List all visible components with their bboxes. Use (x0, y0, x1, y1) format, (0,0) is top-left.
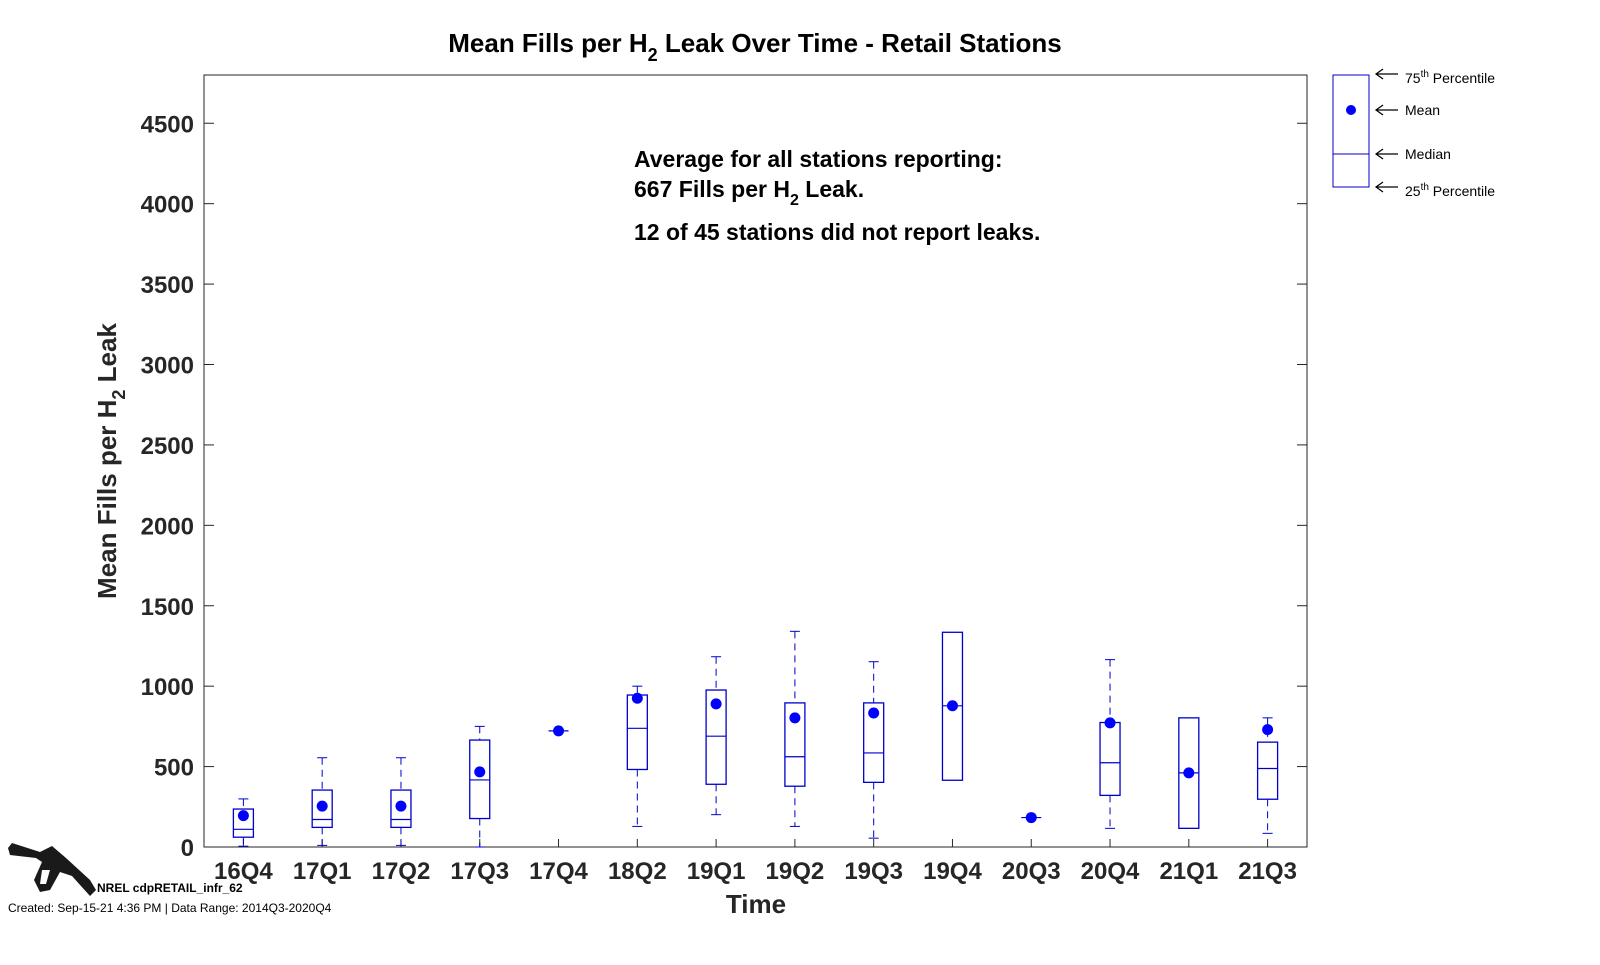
box-iqr (390, 789, 412, 829)
y-tick-label: 0 (181, 835, 194, 862)
x-tick-label: 17Q2 (372, 858, 431, 885)
legend-mean-marker (1346, 105, 1356, 115)
box-20Q4 (1099, 659, 1121, 829)
box-iqr (469, 739, 491, 820)
x-tick-label: 21Q3 (1238, 858, 1297, 885)
box-16Q4 (232, 798, 255, 847)
x-tick-label: 17Q3 (450, 858, 509, 885)
mean-marker (395, 800, 407, 812)
x-tick-label: 19Q2 (766, 858, 825, 885)
mean-marker (553, 725, 565, 737)
y-tick-label: 4000 (141, 192, 194, 219)
box-iqr (311, 789, 333, 829)
mean-marker (1104, 717, 1116, 729)
mean-marker (237, 810, 249, 822)
box-17Q1 (311, 757, 333, 846)
x-tick-label: 19Q1 (687, 858, 746, 885)
y-tick-label: 4500 (141, 111, 194, 138)
box-19Q3 (863, 661, 885, 839)
box-19Q1 (705, 656, 727, 816)
legend-75th: 75th Percentile (1405, 69, 1495, 86)
y-tick-label: 3500 (141, 272, 194, 299)
mean-marker (316, 800, 328, 812)
x-tick-label: 17Q1 (293, 858, 352, 885)
box-19Q4 (941, 631, 964, 781)
arrow-icon (1374, 104, 1398, 116)
fuel-nozzle-icon (8, 843, 96, 896)
box-17Q2 (390, 757, 412, 846)
annotation-line-2: 667 Fills per H2 Leak. (634, 176, 864, 209)
mean-marker (1262, 724, 1274, 736)
box-iqr (1256, 741, 1279, 800)
box-17Q4 (548, 725, 569, 737)
x-tick-label: 16Q4 (214, 858, 273, 885)
box-iqr (863, 702, 885, 783)
arrow-icon (1374, 181, 1398, 193)
mean-marker (789, 712, 801, 724)
box-iqr (705, 689, 727, 785)
mean-marker (1025, 812, 1037, 824)
legend-mean: Mean (1405, 102, 1440, 118)
chart-title: Mean Fills per H2 Leak Over Time - Retai… (448, 28, 1062, 65)
mean-marker (631, 692, 643, 704)
y-axis-label: Mean Fills per H2 Leak (92, 323, 129, 599)
mean-marker (710, 698, 722, 710)
mean-marker (474, 766, 486, 778)
annotation-line-1: Average for all stations reporting: (634, 146, 1003, 172)
x-tick-label: 20Q4 (1081, 858, 1140, 885)
arrow-icon (1374, 148, 1398, 160)
x-tick-label: 21Q1 (1159, 858, 1218, 885)
x-tick-label: 19Q4 (923, 858, 982, 885)
y-tick-label: 500 (154, 755, 194, 782)
box-20Q3 (1021, 812, 1042, 824)
box-19Q2 (784, 630, 806, 827)
x-tick-label: 19Q3 (844, 858, 903, 885)
legend-median: Median (1405, 146, 1451, 162)
arrow-icon (1374, 68, 1398, 80)
footer-id: NREL cdpRETAIL_infr_62 (97, 881, 243, 895)
legend-25th: 25th Percentile (1405, 182, 1495, 199)
x-axis-label: Time (726, 889, 786, 919)
legend: 75th Percentile Mean Median 25th Percent… (1332, 68, 1495, 199)
box-21Q3 (1256, 717, 1279, 834)
plot-area (203, 74, 1308, 848)
x-tick-label: 20Q3 (1002, 858, 1061, 885)
y-tick-label: 1500 (141, 594, 194, 621)
annotation-line-3: 12 of 45 stations did not report leaks. (634, 219, 1040, 245)
footer-created: Created: Sep-15-21 4:36 PM | Data Range:… (8, 901, 332, 915)
legend-box (1332, 74, 1370, 188)
box-18Q2 (626, 685, 648, 827)
box-21Q1 (1178, 717, 1200, 829)
y-tick-label: 3000 (141, 353, 194, 380)
x-tick-label: 17Q4 (529, 858, 588, 885)
y-tick-label: 1000 (141, 674, 194, 701)
box-17Q3 (469, 725, 491, 848)
y-tick-label: 2000 (141, 513, 194, 540)
mean-marker (946, 700, 958, 712)
x-tick-label: 18Q2 (608, 858, 667, 885)
box-iqr (784, 702, 806, 787)
mean-marker (1183, 767, 1195, 779)
annotation: Average for all stations reporting: 667 … (634, 146, 1040, 245)
mean-marker (868, 707, 880, 719)
y-tick-label: 2500 (141, 433, 194, 460)
box-iqr (232, 808, 255, 838)
